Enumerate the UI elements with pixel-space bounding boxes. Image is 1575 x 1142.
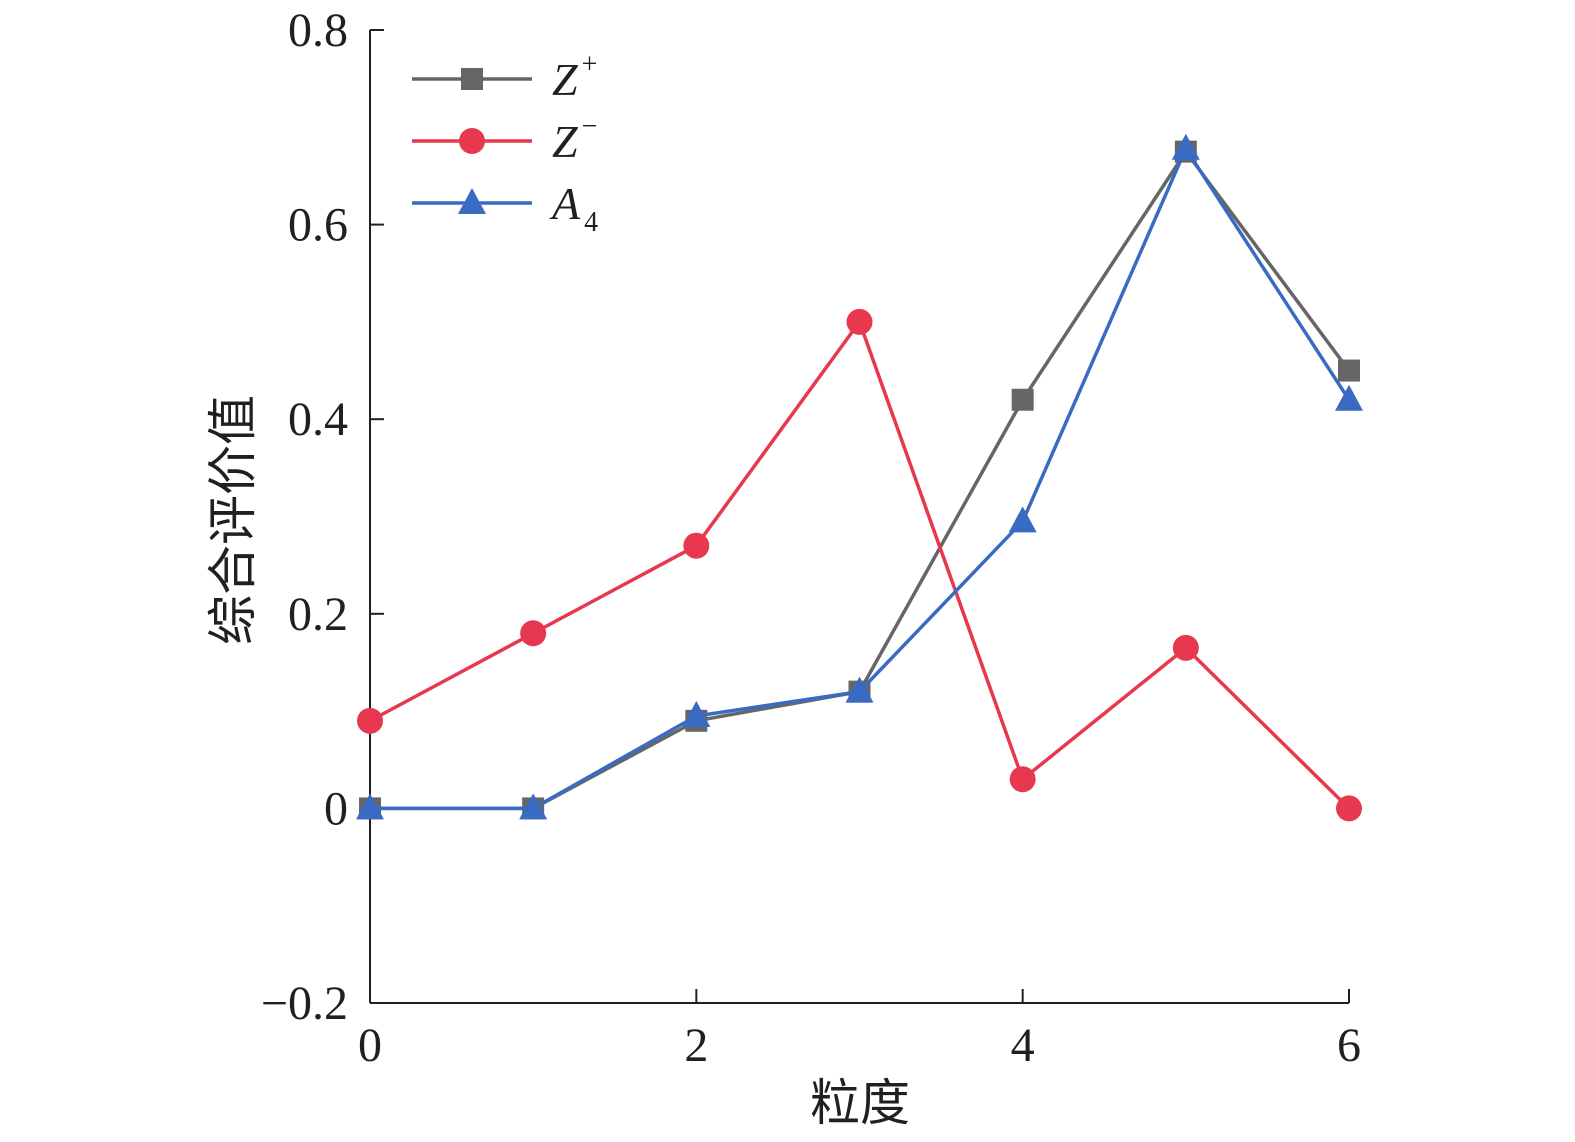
series-layer <box>356 133 1363 822</box>
series-line <box>370 146 1351 811</box>
axes: −0.200.20.40.60.80 2 4 6 <box>261 4 1361 1072</box>
y-tick-label: 0 <box>324 782 348 835</box>
y-tick-label: 0.6 <box>288 199 348 252</box>
data-point <box>846 308 873 335</box>
legend-label: Z + <box>552 49 597 105</box>
data-point <box>1171 133 1200 160</box>
series-1 <box>359 140 1360 820</box>
legend-label: Z − <box>552 111 597 167</box>
legend-marker <box>459 128 485 154</box>
data-point <box>1172 634 1199 661</box>
x-tick-label: 6 <box>1337 1019 1361 1072</box>
data-point <box>1008 506 1037 533</box>
y-tick-label: 0.4 <box>288 393 348 446</box>
y-tick-label: −0.2 <box>261 977 348 1030</box>
series-2 <box>357 308 1362 822</box>
x-tick-label: 2 <box>684 1019 708 1072</box>
legend-item: Z − <box>412 111 597 167</box>
y-axis-title: 综合评价值 <box>204 395 262 645</box>
x-tick-label: 0 <box>358 1019 382 1072</box>
legend-marker <box>458 188 486 214</box>
data-point <box>1009 766 1036 793</box>
data-point <box>520 620 547 647</box>
data-point <box>682 700 711 727</box>
y-tick-label: 0.8 <box>288 4 348 57</box>
data-point <box>519 793 548 820</box>
data-point <box>1336 795 1362 822</box>
data-point <box>1338 359 1360 382</box>
x-tick-label: 4 <box>1011 1019 1035 1072</box>
x-axis-title: 粒度 <box>810 1074 910 1132</box>
data-point <box>357 707 383 734</box>
data-point <box>1335 384 1363 411</box>
y-tick-label: 0.2 <box>288 588 348 641</box>
legend: Z + Z − A 4 <box>412 49 598 238</box>
data-point <box>356 793 384 820</box>
data-point <box>845 676 874 703</box>
series-line <box>369 320 1351 810</box>
legend-item: Z + <box>412 49 597 105</box>
legend-marker <box>461 68 483 90</box>
series-line <box>370 149 1351 811</box>
series-3 <box>356 133 1363 820</box>
data-point <box>683 532 710 559</box>
data-point <box>1011 388 1034 411</box>
